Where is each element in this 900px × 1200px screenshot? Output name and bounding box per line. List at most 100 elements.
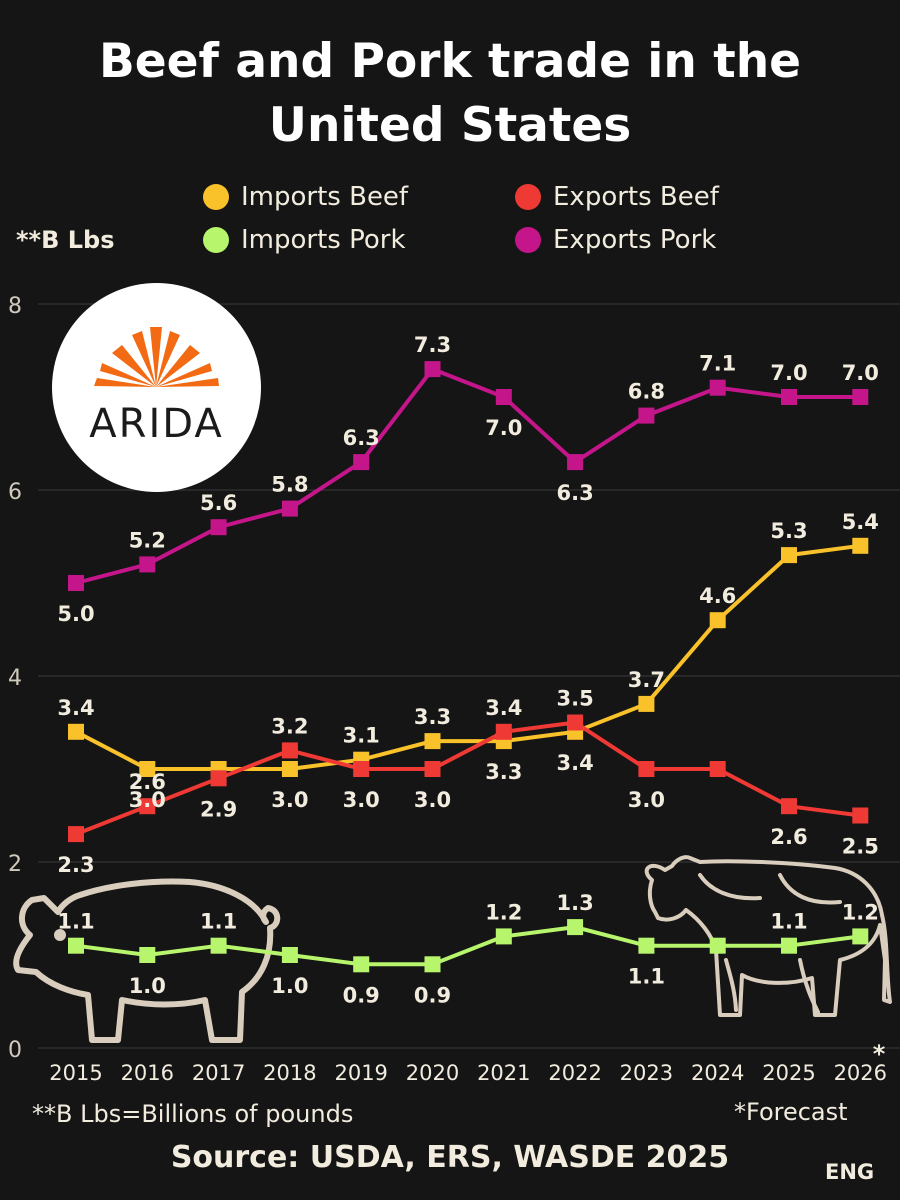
unit-footnote: **B Lbs=Billions of pounds (32, 1100, 354, 1128)
title-line-2: United States (268, 98, 632, 153)
marker-imports-pork-2023 (638, 937, 655, 954)
data-label-imports-beef-2020: 3.3 (414, 705, 451, 729)
data-label-imports-pork-2015: 1.1 (57, 910, 94, 934)
marker-imports-beef-2025 (781, 547, 797, 564)
marker-imports-pork-2024 (709, 937, 726, 954)
marker-exports-pork-2018 (281, 500, 298, 517)
language-tag: ENG (825, 1160, 875, 1184)
marker-exports-beef-2017 (210, 770, 227, 787)
series-line-imports-beef (75, 543, 861, 771)
marker-exports-pork-2022 (567, 454, 584, 471)
x-tick-2024: 2024 (691, 1061, 744, 1085)
marker-exports-pork-2026 (852, 389, 869, 405)
sunburst-logo-icon (94, 327, 219, 387)
source-line: Source: USDA, ERS, WASDE 2025 (170, 1140, 730, 1175)
marker-exports-beef-2024 (709, 761, 726, 777)
legend-imports-pork: Imports Pork (203, 225, 406, 255)
data-label-imports-pork-2018: 1.0 (271, 974, 308, 998)
legend-label-imports-beef: Imports Beef (241, 182, 409, 212)
data-label-imports-pork-2017: 1.1 (200, 910, 237, 934)
data-label-exports-beef-2026: 2.5 (842, 835, 879, 859)
forecast-marker: * (873, 1040, 886, 1068)
x-tick-2020: 2020 (406, 1061, 459, 1085)
y-tick-6: 6 (8, 480, 22, 505)
title-line-1: Beef and Pork trade in the (98, 34, 802, 89)
pig-outline-icon (13, 878, 281, 1043)
data-label-exports-beef-2023: 3.0 (628, 788, 665, 812)
data-label-imports-beef-2026: 5.4 (842, 510, 879, 534)
data-label-exports-pork-2016: 5.2 (129, 528, 166, 552)
marker-imports-beef-2016 (139, 761, 156, 777)
data-label-exports-beef-2021: 3.4 (485, 696, 522, 720)
x-tick-2022: 2022 (548, 1061, 601, 1085)
marker-imports-pork-2017 (210, 937, 227, 954)
legend-exports-beef: Exports Beef (515, 182, 719, 212)
y-tick-0: 0 (8, 1038, 22, 1063)
data-label-imports-beef-2018: 3.0 (271, 788, 308, 812)
data-label-imports-beef-2016: 3.0 (129, 788, 166, 812)
marker-imports-beef-2023 (638, 695, 655, 712)
marker-exports-pork-2017 (210, 519, 227, 536)
data-label-imports-beef-2025: 5.3 (770, 519, 807, 543)
legend-label-imports-pork: Imports Pork (241, 225, 406, 255)
x-tick-2026: 2026 (834, 1061, 887, 1085)
data-label-exports-pork-2023: 6.8 (628, 380, 665, 404)
data-label-exports-beef-2015: 2.3 (57, 853, 94, 877)
chart-title: Beef and Pork trade in the United States (0, 30, 900, 158)
data-label-exports-beef-2018: 3.2 (271, 714, 308, 738)
data-label-imports-pork-2020: 0.9 (414, 983, 451, 1007)
series-line-imports-pork (75, 925, 861, 967)
data-label-exports-pork-2017: 5.6 (200, 491, 237, 515)
marker-exports-pork-2021 (495, 389, 512, 405)
marker-imports-pork-2019 (353, 956, 370, 973)
data-label-exports-pork-2019: 6.3 (343, 426, 380, 450)
series-markers (68, 361, 869, 973)
data-label-imports-beef-2019: 3.1 (343, 724, 380, 748)
marker-imports-pork-2018 (281, 947, 298, 963)
x-tick-2018: 2018 (263, 1061, 316, 1085)
marker-exports-pork-2016 (139, 556, 156, 573)
x-tick-2021: 2021 (477, 1061, 530, 1085)
y-tick-8: 8 (8, 294, 22, 319)
cow-outline-icon (644, 855, 892, 1017)
marker-imports-pork-2020 (424, 956, 441, 973)
marker-exports-beef-2021 (495, 723, 512, 740)
marker-imports-pork-2016 (139, 947, 156, 963)
marker-imports-beef-2018 (281, 761, 298, 777)
legend-swatch-imports-beef (203, 184, 229, 210)
data-label-imports-beef-2015: 3.4 (57, 696, 94, 720)
marker-exports-beef-2016 (139, 798, 156, 815)
marker-exports-beef-2025 (781, 798, 797, 815)
data-label-imports-pork-2025: 1.1 (770, 910, 807, 934)
arida-logo: ARIDA (52, 283, 261, 492)
data-label-imports-beef-2024: 4.6 (699, 584, 736, 608)
x-tick-2015: 2015 (49, 1061, 102, 1085)
y-unit-label: **B Lbs (16, 226, 115, 254)
data-label-exports-pork-2025: 7.0 (770, 361, 807, 385)
data-label-imports-pork-2021: 1.2 (485, 900, 522, 924)
marker-imports-pork-2015 (68, 937, 84, 954)
data-label-exports-pork-2021: 7.0 (485, 416, 522, 440)
data-label-imports-pork-2019: 0.9 (343, 983, 380, 1007)
marker-imports-pork-2021 (495, 928, 512, 945)
marker-exports-pork-2024 (709, 379, 726, 396)
marker-exports-pork-2023 (638, 407, 655, 424)
marker-exports-beef-2018 (281, 742, 298, 759)
data-label-exports-pork-2024: 7.1 (699, 352, 736, 376)
legend-swatch-exports-beef (515, 184, 541, 210)
data-label-exports-pork-2018: 5.8 (271, 473, 308, 497)
data-label-exports-pork-2015: 5.0 (57, 602, 94, 626)
data-label-exports-beef-2022: 3.5 (556, 687, 593, 711)
x-tick-2025: 2025 (762, 1061, 815, 1085)
data-label-exports-pork-2020: 7.3 (414, 333, 451, 357)
data-label-exports-beef-2019: 3.0 (343, 788, 380, 812)
data-label-exports-beef-2025: 2.6 (770, 825, 807, 849)
marker-exports-pork-2015 (68, 575, 84, 591)
marker-exports-beef-2020 (424, 761, 441, 777)
series-line-exports-pork (75, 367, 861, 585)
marker-imports-pork-2022 (567, 919, 584, 936)
axis-ticks: 0 2 4 6 8 2015 2016 2017 2018 2019 2020 2021 2022 202… (8, 294, 887, 1085)
marker-imports-beef-2024 (709, 612, 726, 629)
marker-exports-beef-2023 (638, 761, 655, 777)
